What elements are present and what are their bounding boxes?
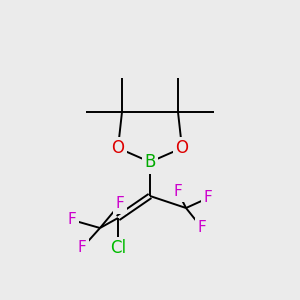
Text: O: O bbox=[176, 139, 188, 157]
Text: F: F bbox=[116, 196, 124, 211]
Text: Cl: Cl bbox=[110, 239, 126, 257]
Text: F: F bbox=[78, 241, 86, 256]
Text: O: O bbox=[112, 139, 124, 157]
Text: F: F bbox=[198, 220, 206, 236]
Text: F: F bbox=[174, 184, 182, 200]
Text: F: F bbox=[68, 212, 76, 227]
Text: F: F bbox=[204, 190, 212, 206]
Text: B: B bbox=[144, 153, 156, 171]
